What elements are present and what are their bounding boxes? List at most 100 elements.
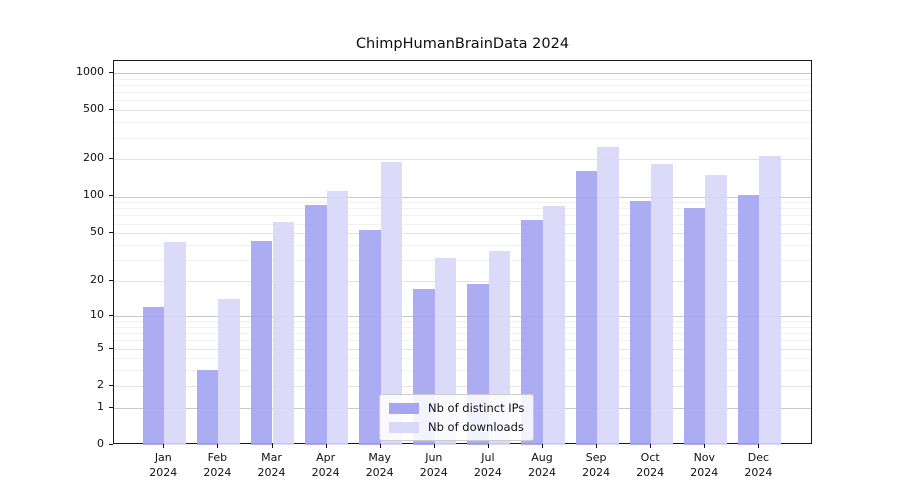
ytick-label-0: 0 xyxy=(97,437,104,450)
xtick-label-apr: Apr 2024 xyxy=(311,451,340,479)
gridline-minor xyxy=(114,333,811,334)
xtick-mark-may xyxy=(379,444,381,448)
gridline-200 xyxy=(114,159,811,161)
gridline-10 xyxy=(114,315,811,317)
ytick-mark-100 xyxy=(109,195,113,197)
ytick-label-10: 10 xyxy=(90,307,104,321)
xtick-mark-oct xyxy=(650,444,652,448)
gridline-minor xyxy=(114,370,811,372)
gridline-minor xyxy=(114,84,811,86)
bar-nb-of-distinct-ips-feb xyxy=(196,370,219,445)
bar-nb-of-downloads-aug xyxy=(543,205,565,445)
ytick-label-50: 50 xyxy=(90,225,104,239)
gridline-20 xyxy=(114,281,811,282)
xtick-mark-jun xyxy=(433,444,435,448)
xtick-label-jun: Jun 2024 xyxy=(419,451,448,479)
legend-label-1: Nb of downloads xyxy=(428,420,524,434)
bar-nb-of-distinct-ips-dec xyxy=(737,195,760,445)
bar-nb-of-downloads-mar xyxy=(272,221,295,445)
ytick-mark-200 xyxy=(109,158,113,160)
xtick-label-sep: Sep 2024 xyxy=(582,451,611,479)
xtick-mark-mar xyxy=(271,444,273,448)
ytick-mark-500 xyxy=(109,109,113,111)
ytick-label-500: 500 xyxy=(83,102,104,116)
ytick-mark-0 xyxy=(109,444,113,445)
gridline-100 xyxy=(114,196,811,198)
gridline-minor xyxy=(114,100,811,102)
xtick-mark-aug xyxy=(542,444,543,448)
ytick-label-100: 100 xyxy=(83,188,104,202)
xtick-mark-apr xyxy=(325,444,327,448)
bar-nb-of-downloads-sep xyxy=(597,147,619,445)
xtick-mark-nov xyxy=(704,444,706,448)
gridline-50 xyxy=(114,233,811,235)
gridline-minor xyxy=(114,137,811,139)
legend-swatch-0 xyxy=(389,402,419,414)
xtick-label-aug: Aug 2024 xyxy=(528,451,556,479)
gridline-minor xyxy=(114,260,811,262)
bar-nb-of-distinct-ips-apr xyxy=(305,204,327,445)
ytick-mark-1000 xyxy=(109,71,113,73)
legend-swatch-1 xyxy=(389,421,419,433)
bar-nb-of-downloads-feb xyxy=(218,299,240,445)
xtick-mark-feb xyxy=(217,444,219,448)
xtick-label-may: May 2024 xyxy=(365,451,394,479)
xtick-label-dec: Dec 2024 xyxy=(744,451,773,479)
xtick-label-feb: Feb 2024 xyxy=(203,451,232,479)
gridline-minor xyxy=(114,122,811,124)
bar-nb-of-distinct-ips-sep xyxy=(575,171,598,445)
gridline-minor xyxy=(114,202,811,204)
xtick-label-nov: Nov 2024 xyxy=(690,451,719,479)
gridline-minor xyxy=(114,321,811,322)
gridline-minor xyxy=(114,215,811,217)
ytick-mark-2 xyxy=(109,384,113,386)
ytick-mark-5 xyxy=(109,347,113,349)
plot-area: Nb of distinct IPs Nb of downloads xyxy=(113,60,812,445)
bar-nb-of-downloads-may xyxy=(380,162,403,445)
ytick-mark-10 xyxy=(109,314,113,316)
ytick-label-5: 5 xyxy=(97,340,104,354)
gridline-minor xyxy=(114,245,811,246)
xtick-label-mar: Mar 2024 xyxy=(257,451,286,479)
legend: Nb of distinct IPs Nb of downloads xyxy=(379,394,535,441)
xtick-mark-sep xyxy=(596,444,598,448)
legend-row-1: Nb of downloads xyxy=(389,420,524,434)
xtick-mark-jan xyxy=(163,444,165,448)
gridline-minor xyxy=(114,78,811,80)
gridline-minor xyxy=(114,326,811,328)
gridline-minor xyxy=(114,208,811,210)
xtick-mark-jul xyxy=(487,444,489,448)
ytick-label-200: 200 xyxy=(83,151,104,165)
xtick-mark-dec xyxy=(758,444,760,448)
bar-nb-of-downloads-apr xyxy=(326,191,349,445)
ytick-mark-50 xyxy=(109,232,113,234)
ytick-label-20: 20 xyxy=(90,273,104,287)
bar-nb-of-distinct-ips-jan xyxy=(142,306,165,445)
gridline-5 xyxy=(114,348,811,350)
gridline-minor xyxy=(114,340,811,342)
ytick-label-1: 1 xyxy=(97,399,104,413)
legend-label-0: Nb of distinct IPs xyxy=(428,401,525,415)
bar-nb-of-distinct-ips-may xyxy=(359,230,381,445)
ytick-label-2: 2 xyxy=(97,377,104,391)
bar-nb-of-distinct-ips-aug xyxy=(521,220,543,445)
xtick-label-jul: Jul 2024 xyxy=(473,451,502,479)
bar-nb-of-distinct-ips-mar xyxy=(250,241,273,445)
bar-nb-of-downloads-oct xyxy=(651,164,673,445)
xtick-label-oct: Oct 2024 xyxy=(636,451,665,479)
bar-nb-of-distinct-ips-oct xyxy=(629,200,652,445)
bar-nb-of-downloads-dec xyxy=(759,156,781,445)
gridline-minor xyxy=(114,358,811,360)
legend-row-0: Nb of distinct IPs xyxy=(389,401,524,415)
chart-title: ChimpHumanBrainData 2024 xyxy=(355,36,570,52)
gridline-minor xyxy=(114,223,811,225)
gridline-500 xyxy=(114,110,811,112)
bar-nb-of-downloads-jan xyxy=(164,242,186,445)
xtick-label-jan: Jan 2024 xyxy=(149,451,178,479)
ytick-mark-1 xyxy=(109,406,113,408)
gridline-minor xyxy=(114,92,811,94)
gridline-1000 xyxy=(114,72,811,74)
bar-nb-of-downloads-nov xyxy=(705,174,727,445)
ytick-mark-20 xyxy=(109,280,113,282)
